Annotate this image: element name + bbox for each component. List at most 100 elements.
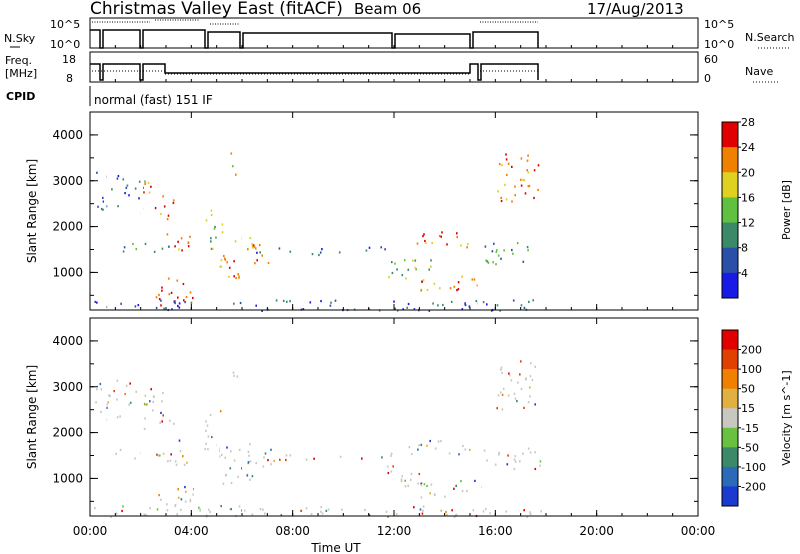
echo-cell — [526, 159, 529, 162]
power-yaxis-ticks: 1000 2000 3000 4000 — [52, 128, 698, 296]
echo-cell — [464, 448, 467, 451]
echo-cell — [166, 233, 169, 236]
nsearch-trace — [92, 19, 538, 25]
echo-cell — [461, 275, 463, 278]
echo-cell — [177, 304, 179, 308]
nave-tick-top: 60 — [704, 53, 718, 66]
echo-cell — [158, 298, 161, 301]
echo-cell — [97, 205, 99, 208]
echo-cell — [468, 305, 471, 308]
echo-cell — [504, 183, 506, 186]
echo-cell — [147, 181, 150, 184]
echo-cell — [135, 248, 138, 251]
echo-cell — [498, 451, 501, 454]
echo-cell — [529, 451, 532, 454]
echo-cell — [259, 251, 261, 254]
y-tick-label: 1000 — [52, 471, 83, 485]
echo-cell — [192, 296, 194, 300]
echo-cell — [163, 205, 166, 208]
echo-cell — [419, 508, 422, 511]
echo-cell — [393, 300, 395, 303]
echo-cell — [392, 465, 394, 468]
echo-cell — [226, 261, 228, 264]
cpid-value: normal (fast) 151 IF — [94, 93, 213, 107]
nave-tick-bottom: 0 — [704, 72, 711, 85]
echo-cell — [162, 452, 165, 455]
x-tick-label: 00:00 — [73, 524, 108, 538]
echo-cell — [514, 194, 516, 197]
echo-cell — [391, 271, 394, 275]
freq-trace — [90, 63, 539, 81]
echo-cell — [514, 460, 517, 463]
echo-cell — [146, 403, 148, 406]
echo-cell — [144, 394, 147, 397]
echo-cell — [434, 493, 436, 497]
echo-cell — [177, 488, 179, 491]
echo-cell — [437, 304, 439, 307]
echo-cell — [529, 395, 531, 398]
echo-cell — [170, 453, 172, 456]
colorbar-swatch — [722, 466, 738, 487]
echo-cell — [237, 273, 239, 276]
colorbar-swatch — [722, 147, 738, 173]
colorbar-swatch — [722, 427, 738, 448]
echo-cell — [125, 186, 128, 189]
echo-cell — [156, 508, 159, 511]
echo-cell — [325, 509, 328, 512]
echo-cell — [236, 375, 239, 378]
colorbar-swatch — [722, 122, 738, 148]
echo-cell — [475, 299, 478, 303]
echo-cell — [109, 395, 111, 398]
echo-cell — [184, 301, 186, 304]
colorbar-swatch — [722, 197, 738, 224]
echo-cell — [526, 246, 529, 249]
colorbar-swatch — [722, 272, 738, 299]
echo-cell — [420, 289, 422, 292]
power-data-layer — [94, 113, 540, 312]
echo-cell — [129, 382, 131, 385]
echo-cell — [513, 392, 516, 395]
echo-cell — [205, 442, 207, 445]
echo-cell — [285, 454, 288, 457]
data-gap — [216, 319, 220, 515]
echo-cell — [368, 246, 371, 249]
echo-cell — [235, 276, 237, 280]
data-gap — [193, 113, 198, 309]
echo-cell — [237, 475, 239, 478]
echo-cell — [500, 199, 503, 203]
echo-cell — [520, 184, 523, 187]
echo-cell — [121, 509, 123, 513]
echo-cell — [430, 265, 432, 268]
echo-cell — [162, 195, 164, 198]
echo-cell — [143, 402, 146, 406]
echo-cell — [507, 394, 510, 397]
echo-cell — [526, 169, 528, 172]
echo-cell — [270, 463, 272, 466]
echo-cell — [144, 417, 146, 420]
x-tick-label: 04:00 — [174, 524, 209, 538]
echo-cell — [96, 171, 98, 174]
echo-cell — [223, 254, 225, 258]
nsearch-tick-bottom: 10^0 — [704, 38, 734, 51]
echo-cell — [289, 454, 292, 457]
echo-cell — [425, 241, 427, 244]
echo-cell — [254, 262, 256, 265]
echo-cell — [235, 173, 237, 176]
echo-cell — [233, 374, 235, 377]
echo-cell — [491, 250, 494, 253]
echo-cell — [461, 489, 464, 493]
echo-cell — [169, 419, 171, 422]
echo-cell — [124, 392, 126, 396]
echo-cell — [429, 492, 431, 495]
echo-cell — [178, 248, 180, 251]
echo-cell — [396, 268, 398, 271]
echo-cell — [273, 459, 275, 462]
echo-cell — [134, 305, 137, 308]
echo-cell — [144, 242, 147, 245]
colorbar-swatch — [722, 447, 738, 468]
echo-cell — [438, 234, 441, 238]
echo-cell — [318, 253, 320, 257]
echo-cell — [184, 500, 187, 503]
nsky-tick-top: 10^5 — [50, 18, 80, 31]
echo-cell — [122, 505, 124, 508]
